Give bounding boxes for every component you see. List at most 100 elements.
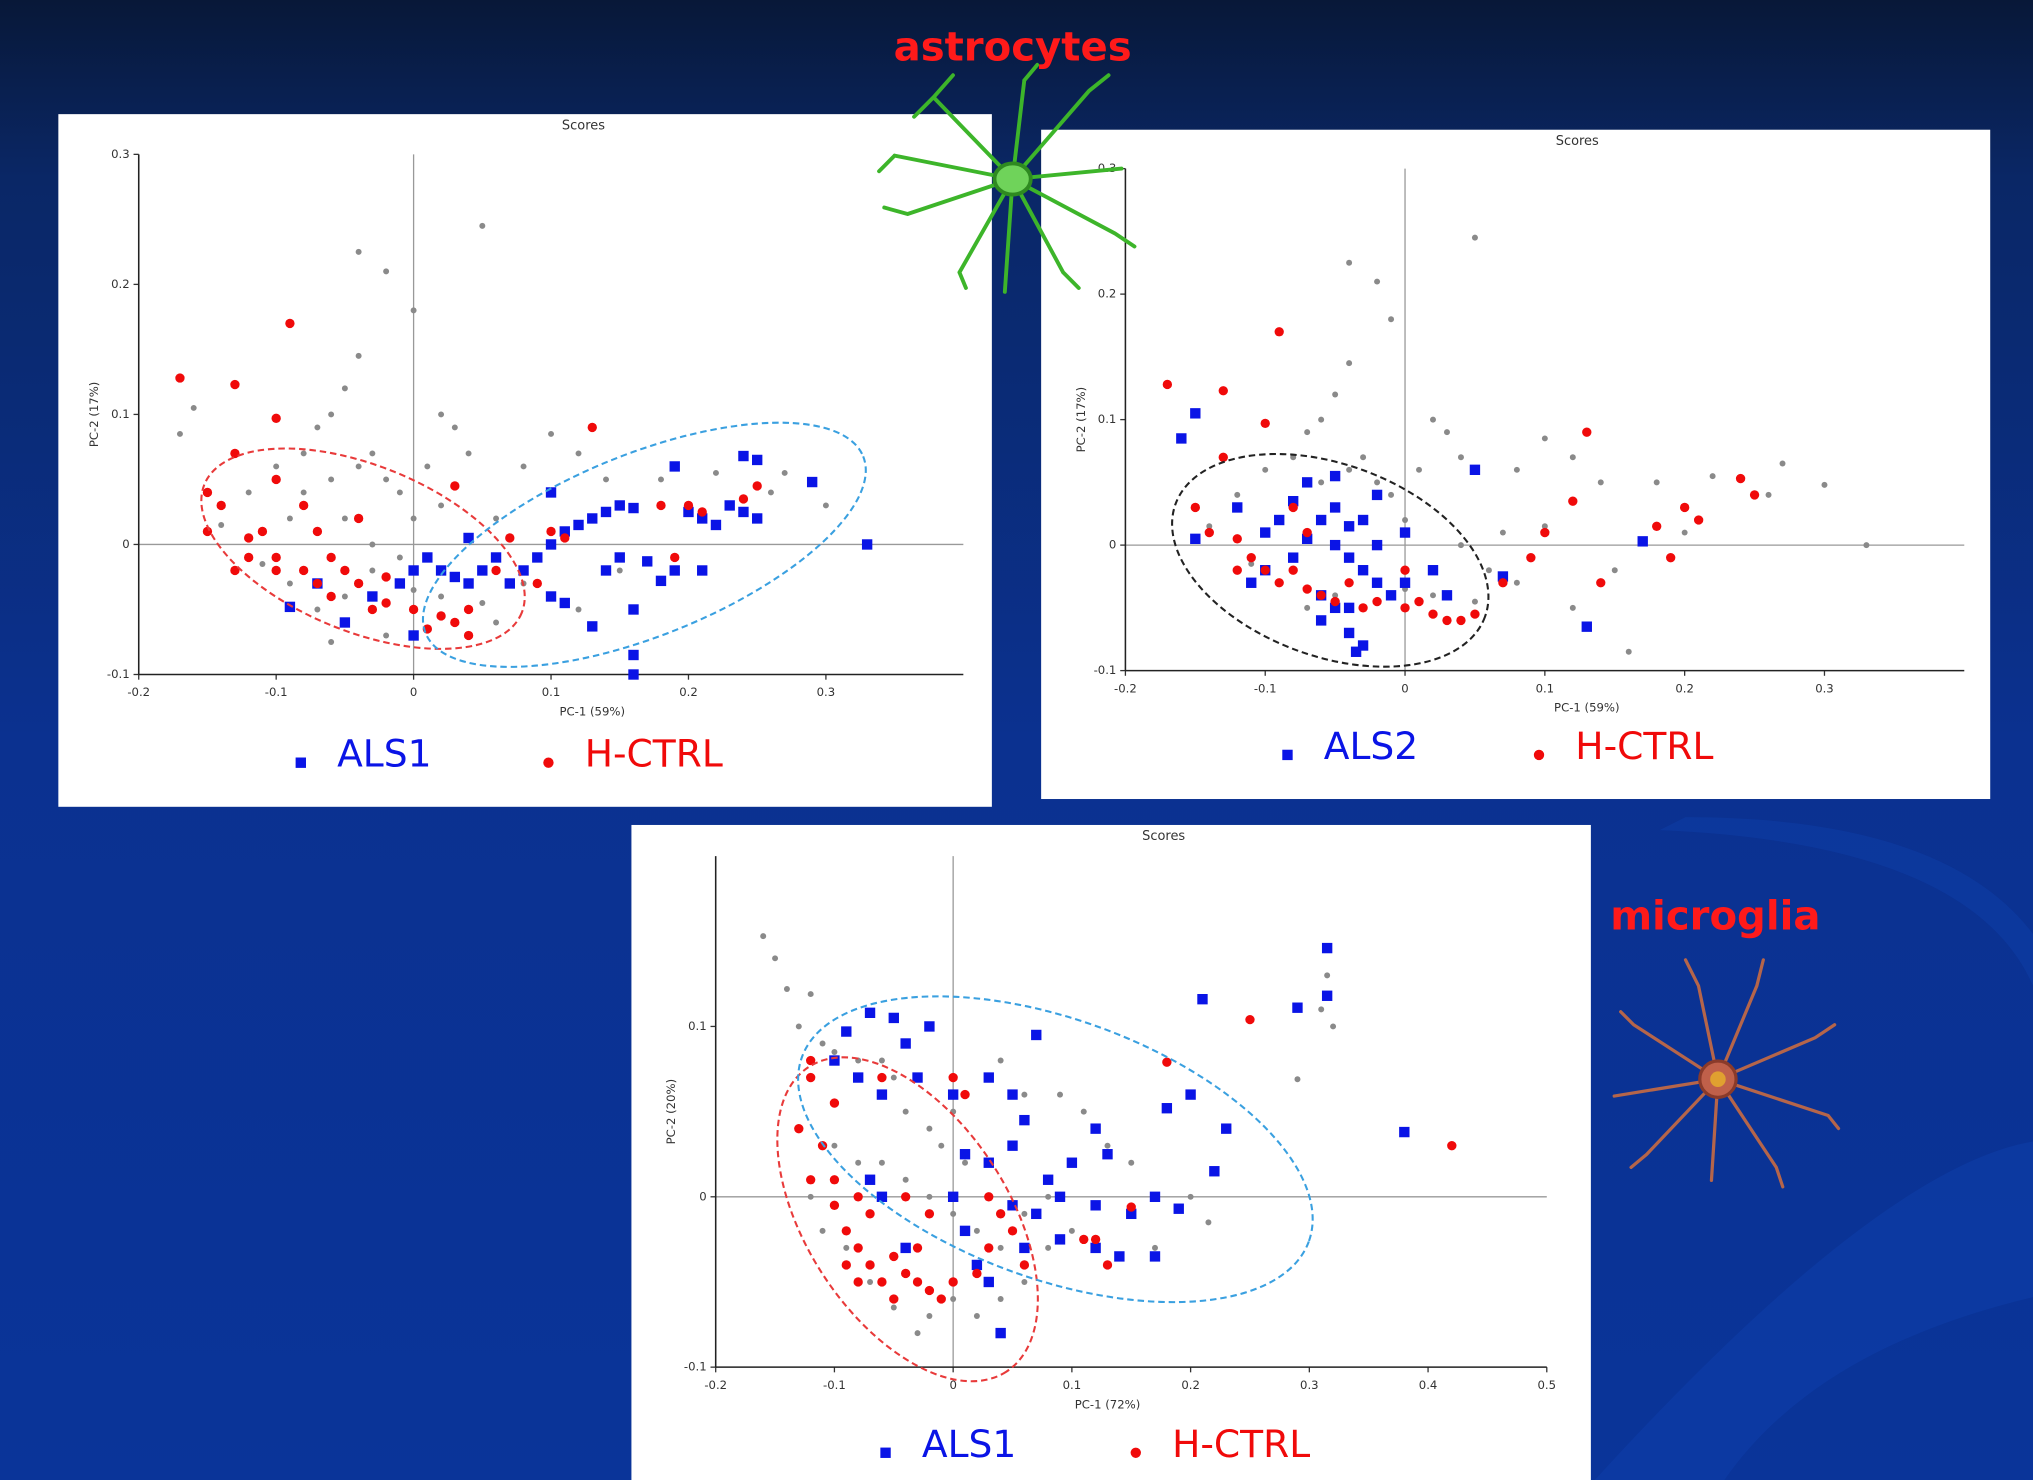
x-axis-label: PC-1 (72%) — [1075, 1397, 1140, 1411]
point — [926, 1193, 933, 1200]
point — [829, 1200, 840, 1210]
point — [559, 526, 570, 537]
legend-marker — [1533, 749, 1545, 761]
legend-marker — [1282, 749, 1293, 761]
point — [1457, 454, 1464, 461]
point — [1173, 1203, 1184, 1214]
point — [1149, 1191, 1161, 1202]
group-ellipse — [1171, 452, 1490, 668]
point — [962, 1159, 969, 1166]
point — [230, 379, 240, 390]
point — [216, 500, 226, 511]
point — [752, 454, 763, 466]
point — [900, 1192, 911, 1202]
point — [438, 502, 445, 509]
point — [890, 1304, 897, 1311]
point — [505, 533, 515, 543]
point — [1021, 1091, 1028, 1098]
point — [1304, 429, 1311, 436]
point — [890, 1074, 897, 1081]
point — [190, 404, 197, 411]
point — [1102, 1149, 1113, 1160]
point — [369, 450, 376, 457]
point — [438, 411, 445, 418]
point — [1332, 592, 1339, 599]
point — [767, 489, 774, 496]
point — [298, 565, 309, 576]
point — [1232, 502, 1243, 513]
point — [1204, 527, 1214, 538]
point — [1568, 496, 1578, 506]
point — [960, 1089, 970, 1100]
legend-label: ALS1 — [337, 732, 431, 776]
point — [271, 552, 281, 563]
point — [1666, 552, 1676, 563]
legend-label: ALS2 — [1324, 724, 1418, 768]
point — [1329, 502, 1341, 513]
point — [1246, 577, 1257, 588]
point — [1399, 577, 1411, 588]
chart-title: Scores — [1142, 829, 1185, 844]
point — [669, 565, 680, 576]
point — [341, 515, 348, 522]
point — [1301, 477, 1313, 488]
point — [1288, 565, 1298, 575]
point — [1218, 386, 1228, 396]
point — [477, 565, 488, 576]
point — [1330, 596, 1340, 607]
point — [314, 606, 321, 613]
chart-panel — [58, 114, 992, 807]
point — [435, 565, 447, 576]
point — [829, 1098, 840, 1108]
point — [628, 604, 639, 615]
point — [1007, 1089, 1018, 1100]
x-tick-label: 0 — [410, 685, 417, 699]
point — [1443, 429, 1450, 436]
point — [864, 1174, 876, 1185]
point — [1679, 502, 1690, 513]
astrocyte-image — [877, 62, 1137, 294]
point — [1653, 479, 1660, 486]
point — [175, 373, 185, 383]
legend-label: H-CTRL — [1172, 1422, 1310, 1466]
point — [491, 565, 501, 576]
point — [1021, 1278, 1028, 1285]
point — [1274, 514, 1285, 526]
point — [1693, 515, 1704, 525]
point — [697, 565, 708, 576]
point — [853, 1243, 863, 1253]
point — [1637, 536, 1648, 547]
point — [1430, 592, 1436, 599]
point — [1292, 1002, 1303, 1013]
y-axis-label: PC-2 (20%) — [664, 1079, 678, 1145]
y-axis-label: PC-2 (17%) — [1074, 387, 1088, 453]
point — [865, 1260, 875, 1270]
point — [245, 489, 252, 496]
point — [950, 1296, 957, 1302]
y-tick-label: -0.1 — [684, 1360, 707, 1374]
point — [369, 541, 376, 548]
y-tick-label: 0 — [699, 1189, 706, 1203]
point — [1232, 565, 1242, 575]
point — [878, 1057, 885, 1064]
point — [807, 1193, 814, 1200]
point — [1371, 577, 1383, 588]
point — [1209, 1166, 1220, 1177]
point — [1499, 529, 1506, 536]
point — [1374, 278, 1381, 285]
point — [1324, 972, 1331, 979]
point — [889, 1294, 899, 1304]
point — [888, 1012, 899, 1024]
point — [1045, 1244, 1052, 1251]
point — [300, 489, 307, 496]
point — [1187, 1193, 1194, 1200]
point — [1569, 604, 1576, 611]
point — [669, 461, 680, 472]
point — [1541, 523, 1548, 530]
x-axis-label: PC-1 (59%) — [1554, 701, 1619, 715]
group-ellipse — [797, 995, 1314, 1304]
point — [463, 604, 474, 615]
point — [383, 476, 390, 483]
y-tick-label: 0.1 — [111, 407, 130, 421]
